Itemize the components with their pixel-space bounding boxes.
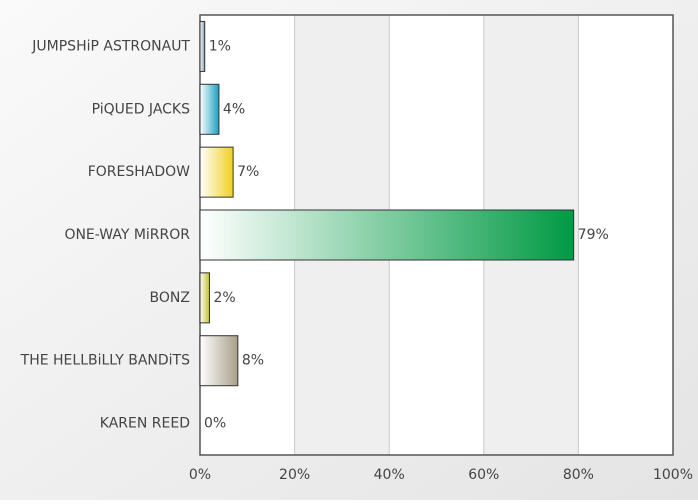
x-tick-label: 0% bbox=[189, 467, 211, 483]
x-tick-label: 20% bbox=[279, 467, 310, 483]
value-label: 4% bbox=[223, 101, 245, 117]
y-tick-label: THE HELLBiLLY BANDiTS bbox=[20, 353, 190, 369]
x-tick-label: 80% bbox=[563, 467, 594, 483]
bar bbox=[199, 272, 210, 324]
y-tick-label: FORESHADOW bbox=[88, 164, 190, 180]
bar bbox=[199, 146, 234, 198]
bar bbox=[199, 83, 220, 135]
bar bbox=[199, 209, 575, 261]
x-tick-label: 60% bbox=[468, 467, 499, 483]
value-label: 2% bbox=[213, 290, 235, 306]
y-tick-label: KAREN REED bbox=[100, 416, 190, 432]
y-tick-label: JUMPSHiP ASTRONAUT bbox=[31, 38, 190, 54]
y-tick-label: ONE-WAY MiRROR bbox=[64, 227, 190, 243]
y-tick-label: PiQUED JACKS bbox=[92, 101, 191, 117]
value-label: 1% bbox=[209, 38, 231, 54]
x-tick-label: 40% bbox=[374, 467, 405, 483]
x-tick-label: 100% bbox=[653, 467, 693, 483]
value-label: 0% bbox=[204, 416, 226, 432]
value-label: 8% bbox=[242, 353, 264, 369]
value-label: 79% bbox=[578, 227, 609, 243]
bar bbox=[199, 20, 206, 72]
bar bbox=[199, 335, 239, 387]
value-label: 7% bbox=[237, 164, 259, 180]
y-tick-label: BONZ bbox=[150, 290, 190, 306]
